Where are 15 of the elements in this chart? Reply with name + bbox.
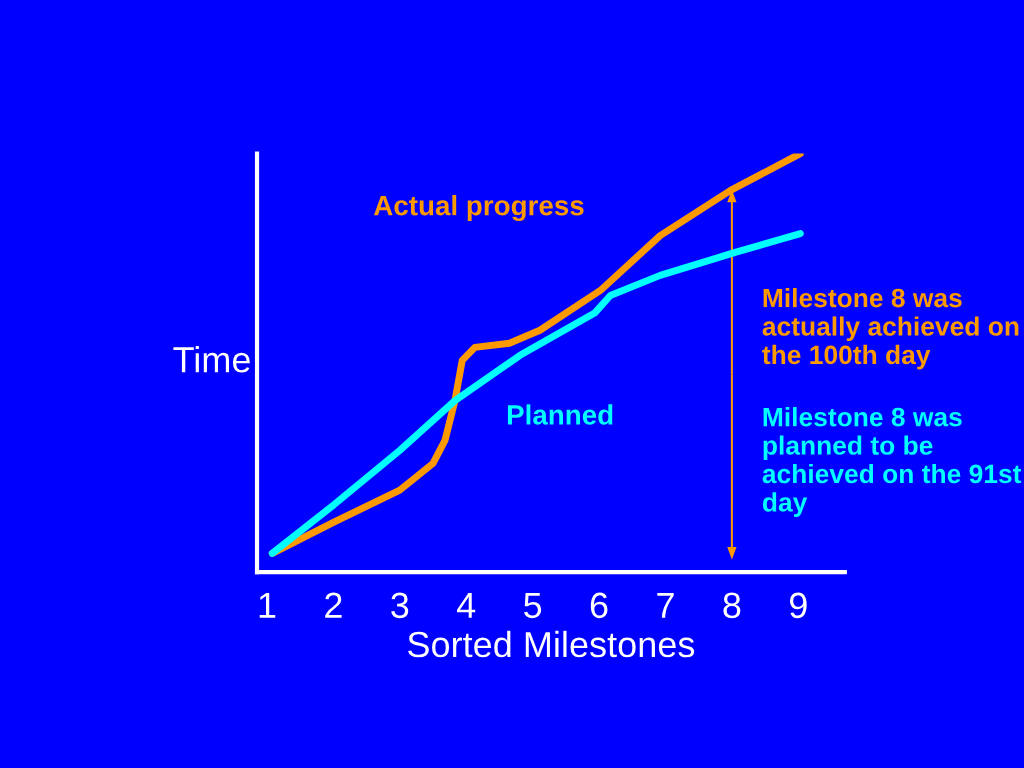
x-axis-title: Sorted Milestones: [408, 630, 695, 658]
x-tick-label: 6: [590, 592, 608, 619]
x-tick-label: 4: [457, 592, 476, 618]
x-tick-label: 1: [259, 592, 276, 618]
annotation: Milestone 8 was actually achieved on the 100th day: [762, 288, 1019, 370]
x-tick-label: 7: [657, 592, 674, 618]
series-label: Planned: [507, 404, 613, 425]
x-tick-label: 9: [789, 592, 807, 619]
y-axis-title: Time: [173, 346, 250, 373]
x-tick-label: 2: [325, 592, 342, 618]
x-tick-label: 8: [723, 592, 741, 619]
x-tick-label: 3: [391, 592, 409, 619]
text: Actual progress: [373, 195, 584, 222]
x-tick-label: 5: [524, 592, 542, 619]
annotation: Milestone 8 was planned to be achieved on the 91st day: [762, 407, 1022, 517]
